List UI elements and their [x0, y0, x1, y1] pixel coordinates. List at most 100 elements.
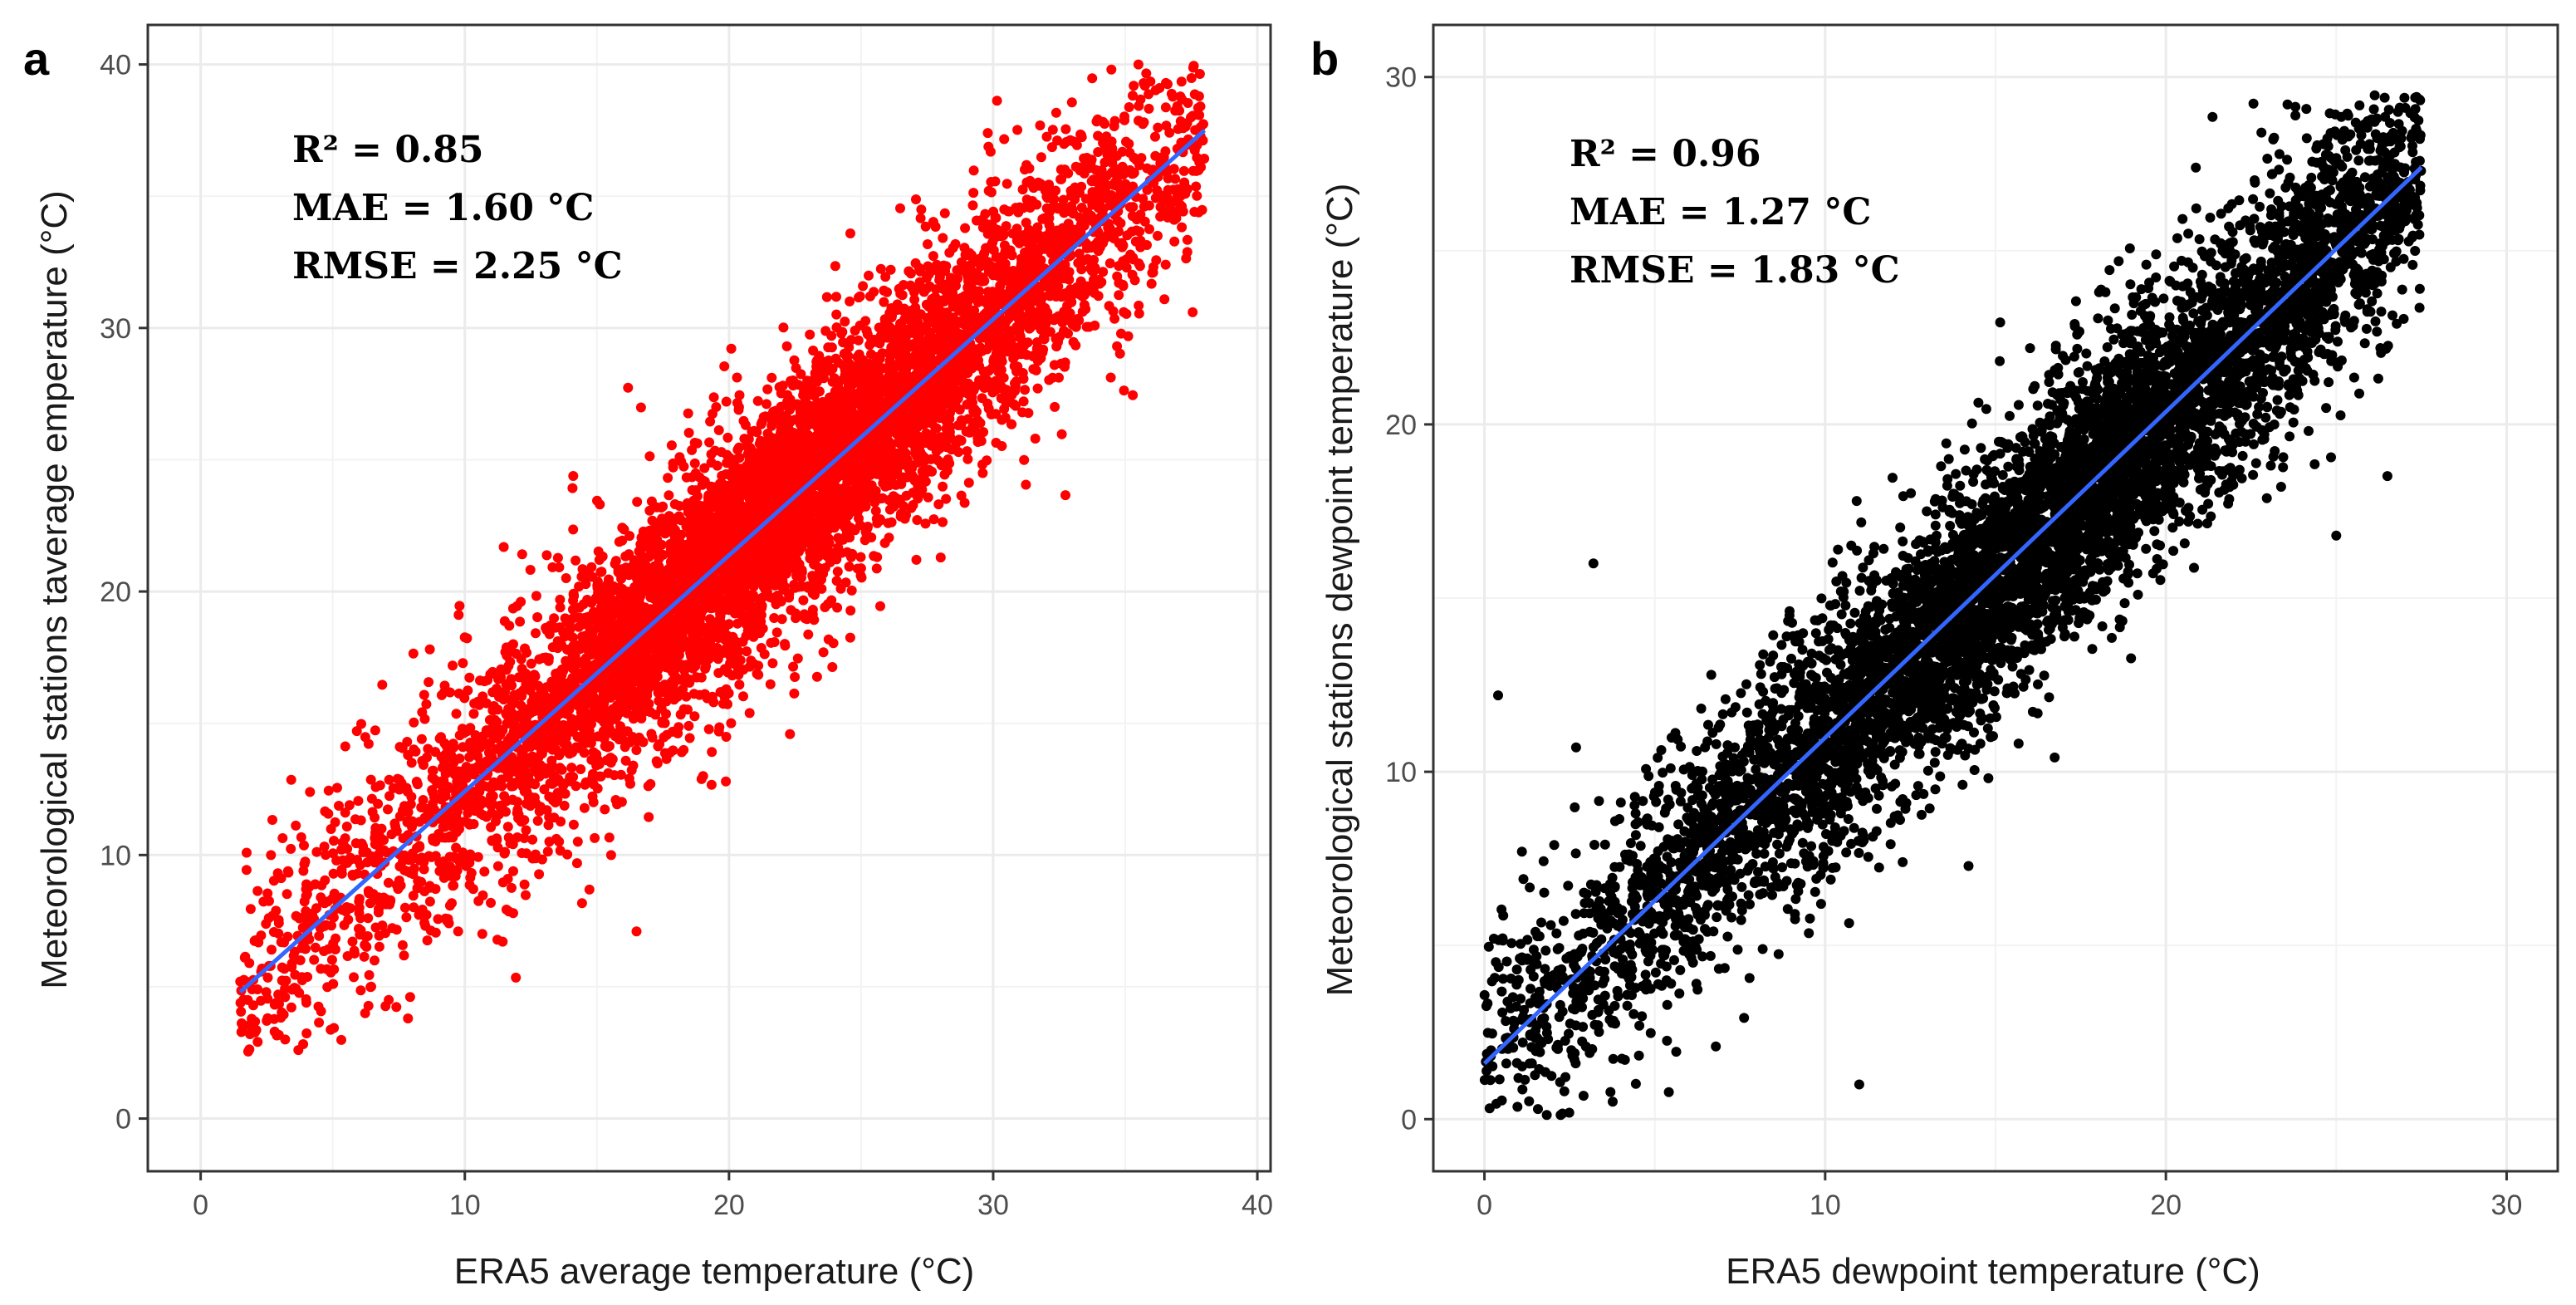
a-data-point: [1012, 125, 1023, 135]
a-data-point: [855, 552, 866, 562]
a-data-point: [567, 483, 578, 493]
a-data-point: [515, 616, 526, 627]
a-data-point: [377, 679, 388, 690]
a-data-point: [374, 930, 384, 941]
a-data-point: [1092, 114, 1103, 125]
a-data-point: [370, 955, 380, 966]
a-data-point: [643, 781, 654, 792]
a-data-point: [418, 795, 429, 805]
a-data-point: [541, 550, 552, 561]
a-data-point: [664, 490, 674, 501]
a-data-point: [623, 382, 634, 393]
a-data-point: [519, 815, 530, 826]
a-data-point: [744, 708, 755, 719]
a-data-point: [421, 699, 432, 709]
a-data-point: [406, 758, 417, 768]
a-data-point: [844, 562, 855, 572]
a-data-point: [572, 836, 583, 847]
a-data-point: [425, 925, 436, 936]
a-data-point: [845, 228, 855, 238]
a-data-point: [370, 725, 380, 736]
a-data-point: [527, 834, 538, 845]
a-data-point: [479, 866, 490, 877]
a-data-point: [960, 223, 971, 233]
a-data-point: [277, 833, 288, 843]
a-data-point: [355, 985, 366, 996]
a-data-point: [1192, 190, 1202, 201]
a-data-point: [1151, 255, 1162, 266]
a-data-point: [1021, 479, 1031, 490]
a-data-point: [458, 658, 468, 669]
a-data-point: [990, 176, 1001, 187]
a-data-point: [704, 437, 715, 448]
a-data-point: [1070, 340, 1081, 351]
a-data-point: [1080, 194, 1091, 204]
a-data-point: [309, 954, 320, 965]
a-data-point: [719, 361, 730, 371]
a-data-point: [347, 936, 358, 947]
a-data-point: [266, 850, 277, 861]
a-data-point: [982, 128, 993, 139]
a-data-point: [1144, 223, 1154, 234]
a-data-point: [531, 628, 541, 639]
a-data-point: [767, 658, 778, 669]
a-data-point: [982, 398, 993, 409]
a-data-point: [872, 552, 883, 562]
a-data-point: [404, 992, 415, 1003]
a-data-point: [462, 633, 473, 644]
a-data-point: [1114, 348, 1125, 359]
a-data-point: [871, 563, 882, 574]
a-data-point: [703, 724, 714, 734]
a-data-point: [1124, 102, 1134, 112]
a-data-point: [732, 372, 742, 383]
a-data-point: [1030, 434, 1041, 444]
a-data-point: [547, 562, 558, 572]
a-data-point: [453, 610, 464, 621]
a-data-point: [1075, 212, 1085, 223]
a-data-point: [534, 869, 545, 880]
a-data-point: [713, 424, 724, 435]
a-data-point: [356, 838, 367, 849]
a-data-point: [732, 444, 743, 455]
a-data-point: [364, 969, 375, 980]
a-data-point: [354, 894, 365, 904]
a-data-point: [1128, 91, 1138, 101]
a-data-point: [1090, 196, 1100, 207]
a-data-point: [305, 787, 316, 797]
a-data-point: [428, 765, 438, 776]
a-data-point: [911, 194, 921, 204]
a-data-point: [1135, 235, 1146, 246]
a-data-point: [766, 372, 777, 383]
a-data-point: [721, 732, 732, 742]
a-data-point: [1105, 372, 1116, 383]
a-data-point: [762, 399, 771, 410]
a-data-point: [512, 807, 522, 818]
a-data-point: [320, 875, 331, 886]
a-data-point: [832, 567, 843, 577]
a-data-point: [399, 950, 409, 961]
a-data-point: [924, 281, 935, 292]
a-data-point: [1112, 271, 1123, 282]
a-data-point: [923, 464, 934, 475]
a-data-point: [401, 912, 412, 923]
a-data-point: [875, 263, 886, 274]
a-data-point: [845, 606, 856, 616]
a-data-point: [714, 722, 725, 733]
a-data-point: [323, 785, 334, 796]
a-data-point: [419, 714, 430, 724]
a-data-point: [336, 864, 347, 875]
a-data-point: [962, 446, 972, 457]
a-data-point: [901, 490, 912, 501]
a-data-point: [464, 672, 475, 683]
a-data-point: [397, 940, 408, 950]
a-data-point: [320, 806, 331, 817]
a-data-point: [424, 677, 434, 688]
a-data-point: [561, 573, 571, 583]
a-data-point: [689, 438, 700, 448]
a-data-point: [1144, 103, 1154, 114]
a-data-point: [774, 382, 785, 392]
a-data-point: [1035, 120, 1046, 130]
a-data-point: [1119, 111, 1129, 122]
a-data-point: [566, 763, 577, 773]
a-data-point: [644, 451, 655, 462]
